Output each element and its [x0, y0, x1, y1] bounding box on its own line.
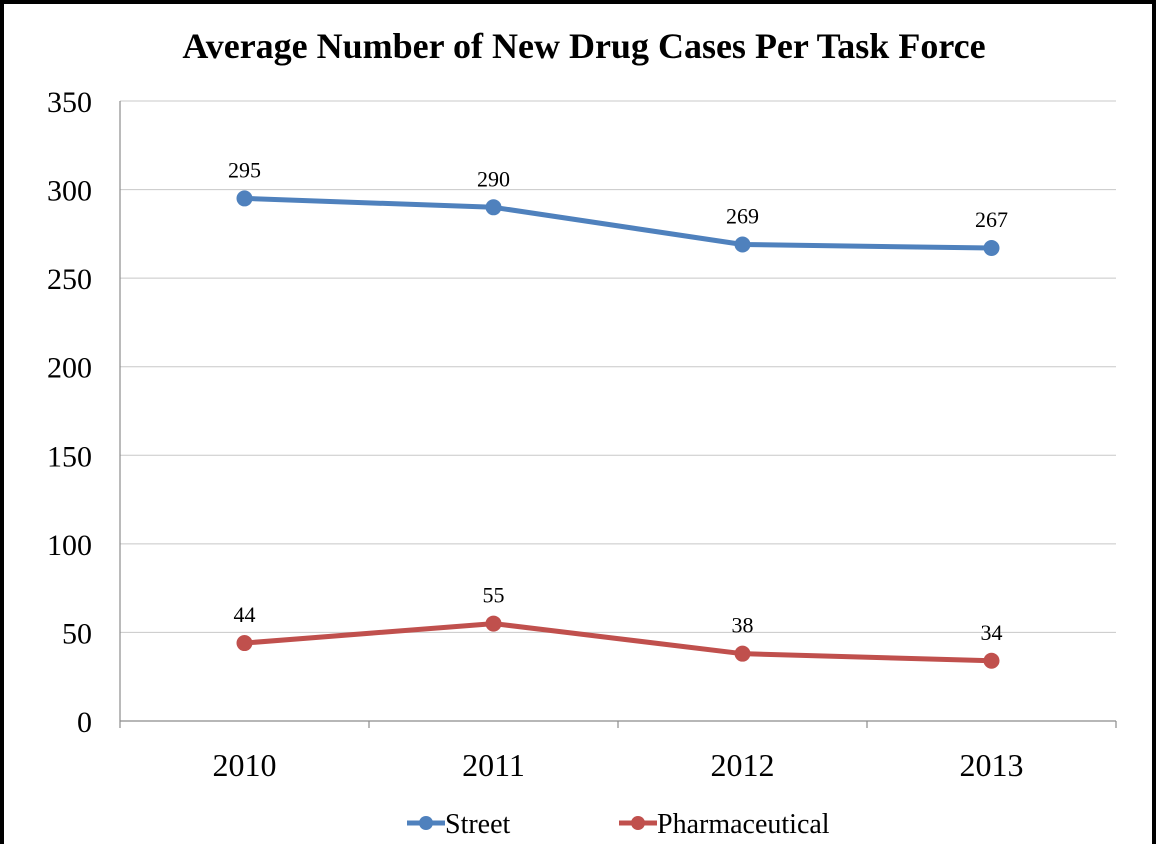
legend-marker — [419, 816, 433, 830]
data-label: 55 — [483, 583, 505, 608]
data-point — [734, 645, 751, 662]
x-axis-ticks: 2010 2011 2012 2013 — [213, 747, 1024, 783]
data-label: 290 — [477, 166, 510, 191]
y-axis-ticks: 0 50 100 150 200 250 300 350 — [47, 86, 92, 739]
data-point — [236, 190, 253, 207]
legend-marker — [631, 816, 645, 830]
data-label: 38 — [732, 613, 754, 638]
axes — [119, 101, 1117, 728]
series-street: 295 290 269 267 — [228, 157, 1008, 257]
legend-item-street: Street — [407, 809, 511, 840]
y-tick-label: 350 — [47, 86, 92, 119]
data-label: 34 — [981, 620, 1003, 645]
y-tick-label: 100 — [47, 529, 92, 562]
chart-title: Average Number of New Drug Cases Per Tas… — [182, 26, 985, 66]
data-point — [983, 652, 1000, 669]
data-point — [983, 240, 1000, 257]
legend-label: Pharmaceutical — [657, 809, 830, 840]
y-tick-label: 200 — [47, 352, 92, 385]
gridlines — [120, 100, 1116, 633]
data-point — [485, 199, 502, 216]
y-tick-label: 150 — [47, 440, 92, 473]
data-label: 44 — [234, 602, 256, 627]
legend-label: Street — [445, 809, 511, 840]
data-label: 295 — [228, 157, 261, 182]
data-point — [485, 615, 502, 632]
x-tick-label: 2010 — [213, 747, 277, 783]
series-line — [242, 621, 994, 664]
y-tick-label: 0 — [77, 706, 92, 739]
data-point — [734, 236, 751, 253]
data-label: 269 — [726, 203, 759, 228]
legend: Street Pharmaceutical — [407, 809, 830, 840]
series-group: 295 290 269 267 44 55 38 34 — [228, 157, 1008, 669]
series-pharmaceutical: 44 55 38 34 — [234, 583, 1003, 669]
data-point — [236, 635, 253, 652]
x-tick-label: 2013 — [960, 747, 1024, 783]
y-tick-label: 300 — [47, 175, 92, 208]
y-tick-label: 50 — [62, 617, 92, 650]
series-line — [242, 195, 994, 251]
x-tick-label: 2011 — [462, 747, 525, 783]
y-tick-label: 250 — [47, 263, 92, 296]
x-tick-label: 2012 — [711, 747, 775, 783]
data-label: 267 — [975, 207, 1008, 232]
legend-item-pharmaceutical: Pharmaceutical — [619, 809, 830, 840]
